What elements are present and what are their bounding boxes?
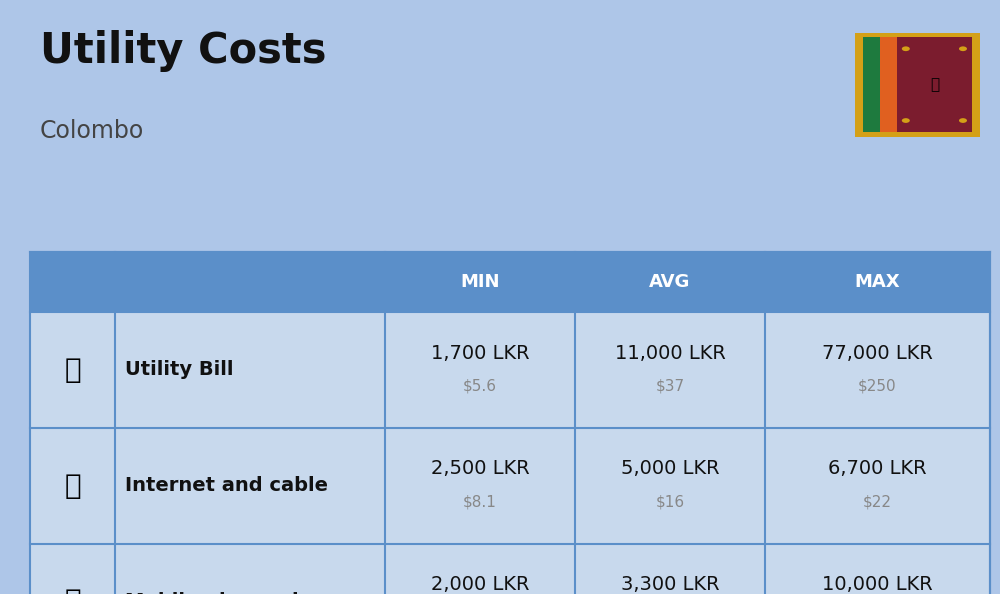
Text: 10,000 LKR: 10,000 LKR bbox=[822, 576, 933, 594]
Bar bbox=[855, 33, 980, 137]
Text: 🦁: 🦁 bbox=[930, 77, 939, 92]
Text: 1,700 LKR: 1,700 LKR bbox=[431, 344, 529, 362]
Text: Mobile phone charges: Mobile phone charges bbox=[125, 592, 367, 594]
Text: 77,000 LKR: 77,000 LKR bbox=[822, 344, 933, 362]
Bar bbox=[30, 252, 990, 594]
Text: 3,300 LKR: 3,300 LKR bbox=[621, 576, 719, 594]
Text: $250: $250 bbox=[858, 379, 897, 394]
Text: $22: $22 bbox=[863, 495, 892, 510]
Text: 5,000 LKR: 5,000 LKR bbox=[621, 460, 719, 478]
Text: MIN: MIN bbox=[460, 273, 500, 291]
Bar bbox=[30, 544, 990, 594]
Bar bbox=[897, 37, 972, 132]
Text: Colombo: Colombo bbox=[40, 119, 144, 143]
Text: $8.1: $8.1 bbox=[463, 495, 497, 510]
Bar bbox=[30, 312, 990, 428]
Text: 6,700 LKR: 6,700 LKR bbox=[828, 460, 927, 478]
Bar bbox=[30, 428, 990, 544]
Bar bbox=[30, 252, 990, 312]
Text: Internet and cable: Internet and cable bbox=[125, 476, 328, 495]
Text: MAX: MAX bbox=[855, 273, 900, 291]
Circle shape bbox=[959, 118, 967, 123]
Text: Utility Bill: Utility Bill bbox=[125, 361, 234, 379]
Bar bbox=[880, 37, 897, 132]
Text: AVG: AVG bbox=[649, 273, 691, 291]
Text: 2,500 LKR: 2,500 LKR bbox=[431, 460, 529, 478]
Text: $37: $37 bbox=[655, 379, 685, 394]
Text: 📶: 📶 bbox=[64, 472, 81, 500]
Circle shape bbox=[959, 46, 967, 51]
Text: 11,000 LKR: 11,000 LKR bbox=[615, 344, 725, 362]
Text: 🔌: 🔌 bbox=[64, 356, 81, 384]
Circle shape bbox=[902, 46, 910, 51]
Text: 📱: 📱 bbox=[64, 587, 81, 594]
Circle shape bbox=[902, 118, 910, 123]
Text: 2,000 LKR: 2,000 LKR bbox=[431, 576, 529, 594]
Text: Utility Costs: Utility Costs bbox=[40, 30, 326, 72]
Bar bbox=[863, 37, 880, 132]
Text: $16: $16 bbox=[655, 495, 685, 510]
Text: $5.6: $5.6 bbox=[463, 379, 497, 394]
